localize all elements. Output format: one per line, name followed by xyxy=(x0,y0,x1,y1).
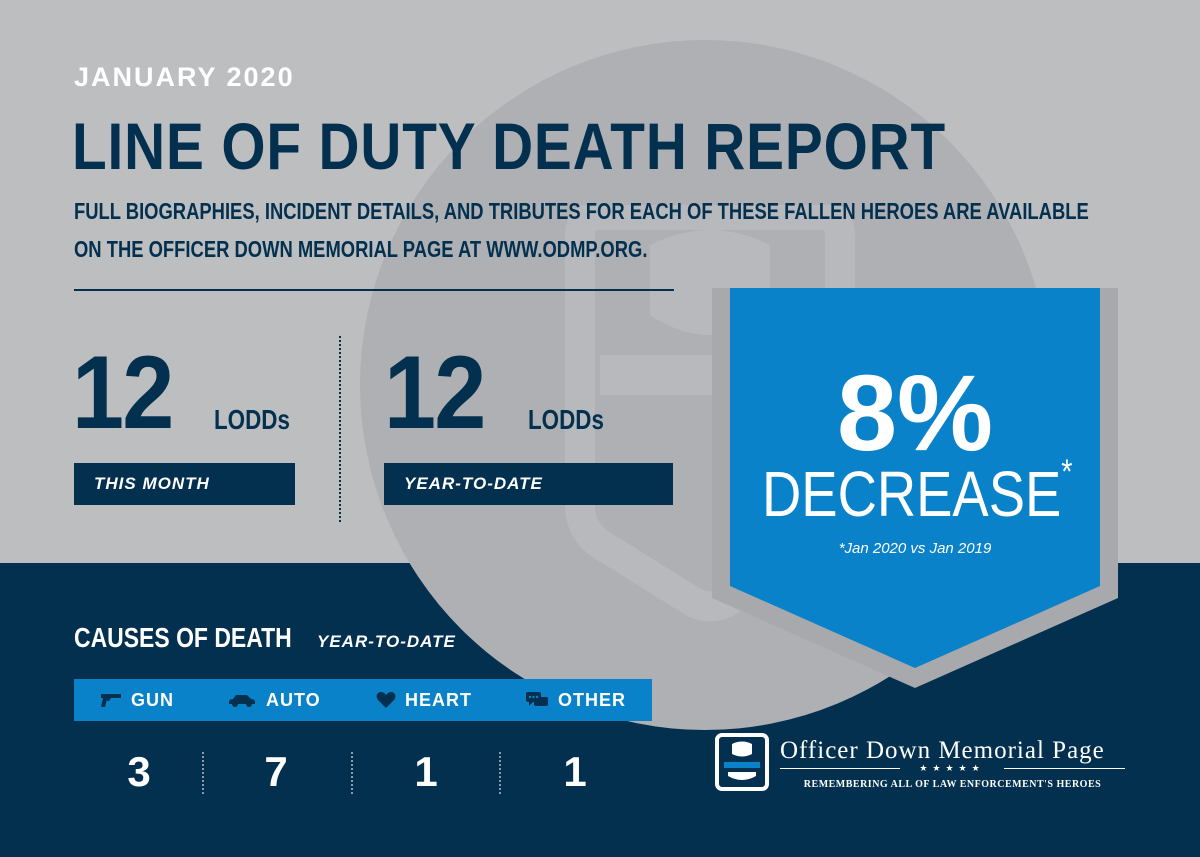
stat-ytd-unit: LODDs xyxy=(528,404,604,435)
cause-other: OTHER xyxy=(525,679,626,721)
stat-month-value: 12 xyxy=(72,335,174,451)
cause-divider-3 xyxy=(499,752,501,794)
cause-other-value: 1 xyxy=(563,748,587,795)
report-subtitle: FULL BIOGRAPHIES, INCIDENT DETAILS, AND … xyxy=(74,192,1114,268)
cause-heart-label: HEART xyxy=(405,689,472,710)
stat-month-unit: LODDs xyxy=(214,404,290,435)
chat-bubbles-icon xyxy=(526,692,548,706)
logo-stars: ★★★★★ xyxy=(900,763,1004,774)
stat-ytd-value: 12 xyxy=(384,335,486,451)
report-title: LINE OF DUTY DEATH REPORT xyxy=(72,109,946,183)
odmp-badge-icon xyxy=(715,733,769,791)
cause-gun-label: GUN xyxy=(131,689,174,710)
cause-auto-value: 7 xyxy=(264,748,288,795)
cause-heart-value: 1 xyxy=(414,748,438,795)
subtitle-line-1: FULL BIOGRAPHIES, INCIDENT DETAILS, AND … xyxy=(74,198,1089,224)
change-percent: 8% xyxy=(836,352,994,473)
logo-tagline: REMEMBERING ALL OF LAW ENFORCEMENT'S HER… xyxy=(803,779,1102,790)
cause-gun-value: 3 xyxy=(127,748,151,795)
stat-divider xyxy=(339,336,341,522)
cause-other-label: OTHER xyxy=(558,689,626,710)
heart-icon xyxy=(376,691,396,708)
stat-month-label: THIS MONTH xyxy=(74,463,295,505)
causes-title: CAUSES OF DEATH xyxy=(74,622,292,653)
change-direction: DECREASE* xyxy=(762,453,1073,530)
cause-gun: GUN xyxy=(100,679,174,721)
cause-auto-label: AUTO xyxy=(266,689,321,710)
cause-auto: AUTO xyxy=(227,679,321,721)
subtitle-line-2: ON THE OFFICER DOWN MEMORIAL PAGE AT WWW… xyxy=(74,236,648,262)
car-icon xyxy=(229,695,255,707)
cause-divider-2 xyxy=(351,752,353,794)
cause-divider-1 xyxy=(202,752,204,794)
report-month: JANUARY 2020 xyxy=(74,62,295,92)
stat-ytd-label: YEAR-TO-DATE xyxy=(384,463,673,505)
logo-name: Officer Down Memorial Page xyxy=(780,737,1105,764)
cause-heart: HEART xyxy=(376,679,472,721)
causes-subtitle: YEAR-TO-DATE xyxy=(317,632,456,651)
divider-rule xyxy=(74,289,674,291)
change-shield xyxy=(712,288,1118,688)
causes-bar: GUN AUTO HEART OTHER xyxy=(74,679,652,721)
gun-icon xyxy=(101,694,121,707)
change-footnote: *Jan 2020 vs Jan 2019 xyxy=(838,540,992,557)
